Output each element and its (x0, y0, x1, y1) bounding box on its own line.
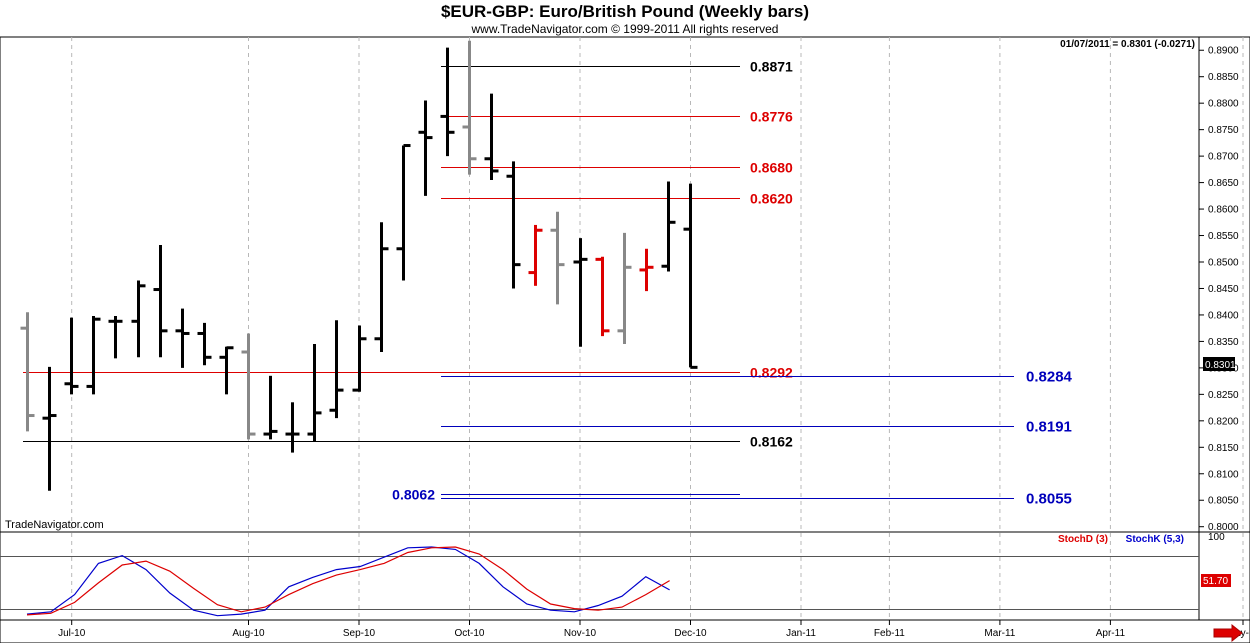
month-label: Feb-11 (874, 628, 905, 639)
level-label: 0.8871 (750, 59, 793, 75)
y-tick-label: 0.8650 (1208, 178, 1239, 189)
y-tick-label: 0.8000 (1208, 522, 1239, 533)
level-label: 0.8191 (1026, 419, 1072, 436)
y-tick-label: 0.8100 (1208, 469, 1239, 480)
level-label: 0.8055 (1026, 491, 1072, 508)
month-label: Apr-11 (1096, 628, 1126, 639)
month-label: Aug-10 (232, 628, 265, 639)
level-label: 0.8680 (750, 160, 793, 176)
month-gridlines (71, 37, 1244, 620)
last-price-box (1203, 357, 1235, 371)
price-bars (20, 40, 698, 491)
level-label: 0.8292 (750, 365, 793, 381)
stoch-y-tick-label: 100 (1208, 532, 1225, 543)
scroll-right-arrow[interactable] (1213, 623, 1243, 643)
y-tick-label: 0.8600 (1208, 205, 1239, 216)
stoch-series-line (26, 546, 670, 616)
info-readout: 01/07/2011 = 0.8301 (-0.0271) (1060, 39, 1195, 50)
chart-title: $EUR-GBP: Euro/British Pound (Weekly bar… (440, 2, 810, 21)
y-tick-label: 0.8700 (1208, 152, 1239, 163)
month-label: Dec-10 (674, 628, 707, 639)
y-tick-label: 0.8900 (1208, 46, 1239, 57)
y-tick-label: 0.8200 (1208, 416, 1239, 427)
y-tick-label: 0.8450 (1208, 284, 1239, 295)
level-label: 0.8776 (750, 109, 793, 125)
y-tick-label: 0.8850 (1208, 72, 1239, 83)
y-tick-label: 0.8350 (1208, 337, 1239, 348)
level-label: 0.8162 (750, 434, 793, 450)
y-tick-label: 0.8050 (1208, 496, 1239, 507)
y-tick-label: 0.8250 (1208, 390, 1239, 401)
chart-subtitle: www.TradeNavigator.com © 1999-2011 All r… (471, 22, 779, 36)
price-panel-frame (0, 36, 1200, 533)
month-label: Oct-10 (454, 628, 484, 639)
y-tick-label: 0.8150 (1208, 443, 1239, 454)
y-tick-label: 0.8800 (1208, 99, 1239, 110)
stoch-last-label: 51.70 (1203, 576, 1228, 587)
last-price-label: 0.8301 (1205, 360, 1236, 371)
level-lines: 0.8871 0.8776 0.8680 0.8620 0.8292 0.8162 0.82… (23, 59, 1073, 508)
stoch-legend-d: StochD (3) (1058, 534, 1108, 545)
month-label: Nov-10 (564, 628, 597, 639)
level-label: 0.8062 (392, 487, 435, 503)
month-label: Jan-11 (786, 628, 816, 639)
stochastic-panel: 100 StochD (3) StochK (5,3) (0, 532, 1225, 617)
level-label: 0.8284 (1026, 369, 1073, 386)
y-tick-label: 0.8400 (1208, 310, 1239, 321)
y-tick-label: 0.8500 (1208, 258, 1239, 269)
month-label: Sep-10 (343, 628, 376, 639)
stoch-panel-frame (0, 531, 1200, 621)
date-axis-frame (0, 619, 1250, 643)
y-tick-label: 0.8750 (1208, 125, 1239, 136)
stoch-legend-k: StochK (5,3) (1126, 534, 1184, 545)
y-tick-label: 0.8550 (1208, 231, 1239, 242)
month-label: Jul-10 (58, 628, 86, 639)
title-block: $EUR-GBP: Euro/British Pound (Weekly bar… (0, 0, 1250, 36)
price-axis-ticks: 0.8000 0.8050 0.8100 0.8150 0.8200 0.8250 0.83… (1199, 46, 1239, 533)
month-label: Mar-11 (984, 628, 1015, 639)
level-label: 0.8620 (750, 191, 793, 207)
watermark: TradeNavigator.com (5, 519, 104, 531)
stoch-series-line (26, 546, 670, 617)
stoch-last-box (1201, 574, 1231, 587)
